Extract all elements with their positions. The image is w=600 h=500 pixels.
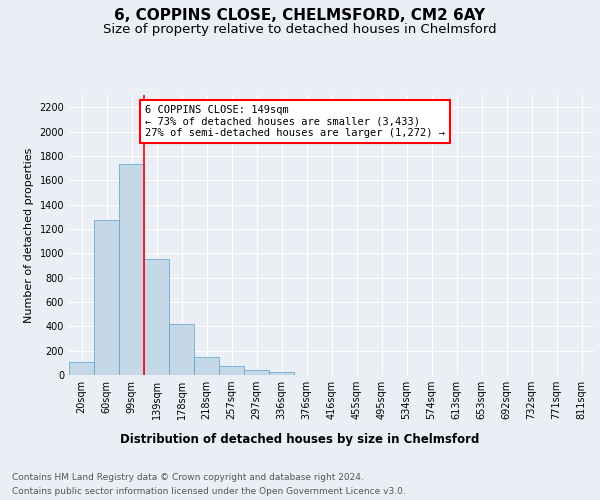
Y-axis label: Number of detached properties: Number of detached properties [24,148,34,322]
Text: Distribution of detached houses by size in Chelmsford: Distribution of detached houses by size … [121,432,479,446]
Bar [119,164,144,375]
Text: 6, COPPINS CLOSE, CHELMSFORD, CM2 6AY: 6, COPPINS CLOSE, CHELMSFORD, CM2 6AY [115,8,485,22]
Bar [144,260,169,375]
Text: Size of property relative to detached houses in Chelmsford: Size of property relative to detached ho… [103,22,497,36]
Bar [94,220,119,375]
Bar [194,356,219,375]
Text: 6 COPPINS CLOSE: 149sqm
← 73% of detached houses are smaller (3,433)
27% of semi: 6 COPPINS CLOSE: 149sqm ← 73% of detache… [145,104,445,138]
Bar [219,366,244,375]
Text: Contains public sector information licensed under the Open Government Licence v3: Contains public sector information licen… [12,488,406,496]
Bar [169,324,194,375]
Bar [69,362,94,375]
Bar [244,370,269,375]
Text: Contains HM Land Registry data © Crown copyright and database right 2024.: Contains HM Land Registry data © Crown c… [12,472,364,482]
Bar [269,372,294,375]
